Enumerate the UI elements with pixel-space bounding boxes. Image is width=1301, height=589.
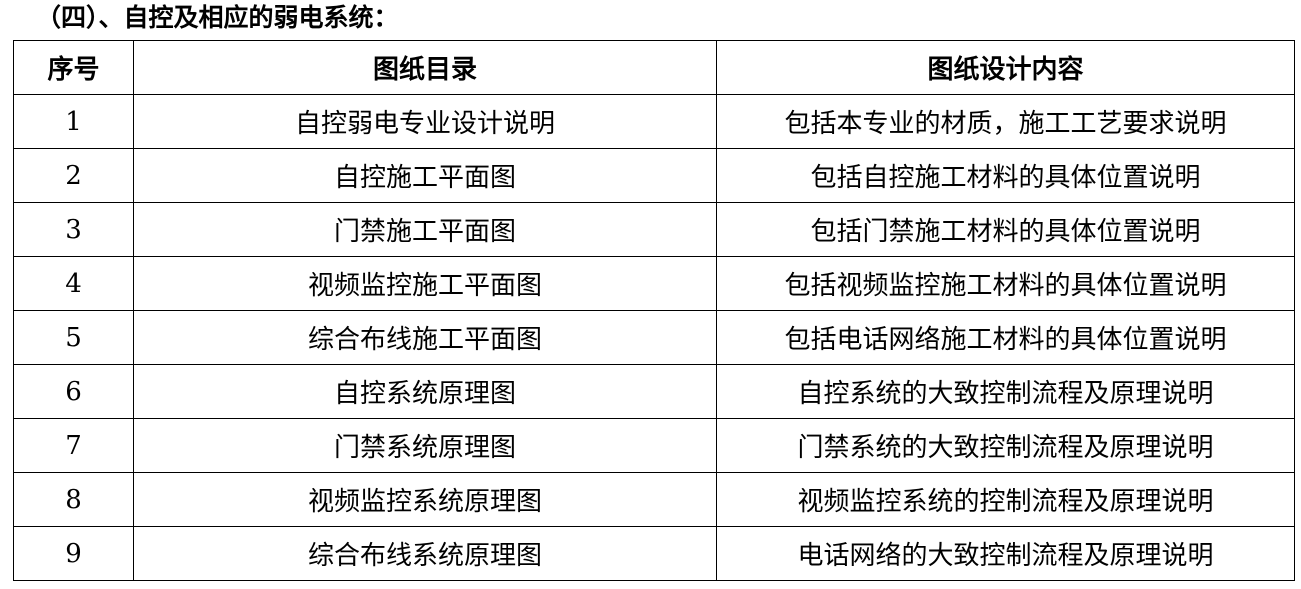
drawing-name: 门禁系统原理图 [133, 418, 717, 473]
row-index: 5 [13, 310, 134, 365]
design-content: 包括门禁施工材料的具体位置说明 [716, 202, 1295, 257]
design-content: 门禁系统的大致控制流程及原理说明 [716, 418, 1295, 473]
design-content: 视频监控系统的控制流程及原理说明 [716, 472, 1295, 527]
design-content: 包括本专业的材质，施工工艺要求说明 [716, 94, 1295, 149]
table-row: 8 视频监控系统原理图 视频监控系统的控制流程及原理说明 [13, 472, 1295, 527]
design-content: 包括视频监控施工材料的具体位置说明 [716, 256, 1295, 311]
header-row: 序号 图纸目录 图纸设计内容 [13, 40, 1295, 95]
table-row: 5 综合布线施工平面图 包括电话网络施工材料的具体位置说明 [13, 310, 1295, 365]
row-index: 8 [13, 472, 134, 527]
row-index: 2 [13, 148, 134, 203]
row-index: 7 [13, 418, 134, 473]
row-index: 9 [13, 526, 134, 581]
drawing-name: 视频监控施工平面图 [133, 256, 717, 311]
row-index: 1 [13, 94, 134, 149]
table-row: 7 门禁系统原理图 门禁系统的大致控制流程及原理说明 [13, 418, 1295, 473]
table-row: 4 视频监控施工平面图 包括视频监控施工材料的具体位置说明 [13, 256, 1295, 311]
table-row: 2 自控施工平面图 包括自控施工材料的具体位置说明 [13, 148, 1295, 203]
drawing-name: 综合布线施工平面图 [133, 310, 717, 365]
design-content: 包括自控施工材料的具体位置说明 [716, 148, 1295, 203]
drawing-name: 门禁施工平面图 [133, 202, 717, 257]
drawing-name: 综合布线系统原理图 [133, 526, 717, 581]
drawing-name: 视频监控系统原理图 [133, 472, 717, 527]
drawing-name: 自控施工平面图 [133, 148, 717, 203]
table-row: 1 自控弱电专业设计说明 包括本专业的材质，施工工艺要求说明 [13, 94, 1295, 149]
design-content: 包括电话网络施工材料的具体位置说明 [716, 310, 1295, 365]
drawing-table: 序号 图纸目录 图纸设计内容 1 自控弱电专业设计说明 包括本专业的材质，施工工艺要… [13, 40, 1295, 581]
drawing-name: 自控系统原理图 [133, 364, 717, 419]
row-index: 3 [13, 202, 134, 257]
section-title: （四）、自控及相应的弱电系统： [36, 3, 399, 32]
table-row: 6 自控系统原理图 自控系统的大致控制流程及原理说明 [13, 364, 1295, 419]
header-index: 序号 [13, 40, 134, 95]
table-row: 9 综合布线系统原理图 电话网络的大致控制流程及原理说明 [13, 526, 1295, 581]
header-design-content: 图纸设计内容 [716, 40, 1295, 95]
design-content: 电话网络的大致控制流程及原理说明 [716, 526, 1295, 581]
header-drawing-list: 图纸目录 [133, 40, 717, 95]
row-index: 4 [13, 256, 134, 311]
drawing-name: 自控弱电专业设计说明 [133, 94, 717, 149]
design-content: 自控系统的大致控制流程及原理说明 [716, 364, 1295, 419]
row-index: 6 [13, 364, 134, 419]
table-row: 3 门禁施工平面图 包括门禁施工材料的具体位置说明 [13, 202, 1295, 257]
